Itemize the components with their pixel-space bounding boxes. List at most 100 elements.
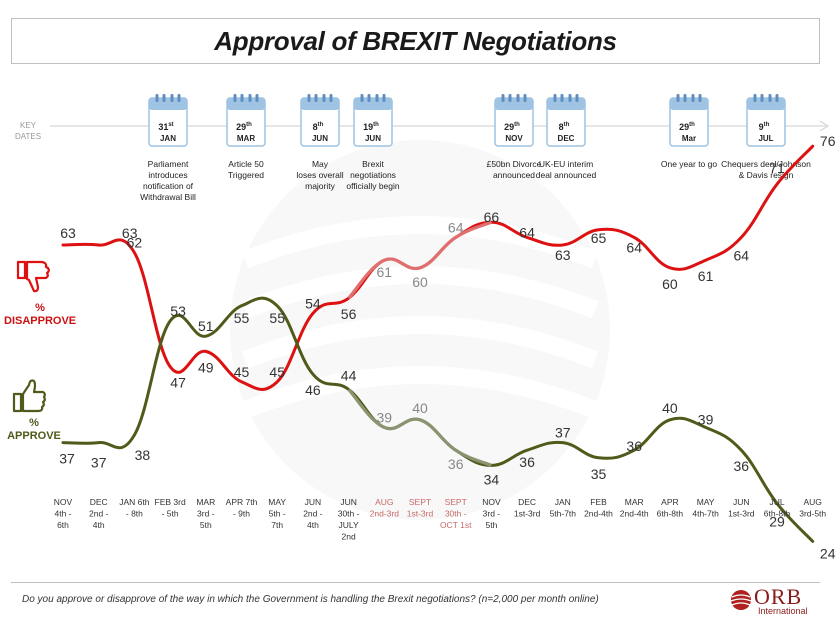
key-date-calendar-icon: 9th JUL Chequers deal/Johnson& Davis resig… xyxy=(721,94,811,180)
key-date-month: DEC xyxy=(558,134,575,143)
key-date-day: 29th xyxy=(679,122,695,132)
calendar-header xyxy=(670,98,708,110)
x-axis-tick-label: 2nd-3rd xyxy=(370,509,400,519)
x-axis-tick-label: 4th xyxy=(93,520,105,530)
calendar-ring xyxy=(255,94,259,102)
disapprove-data-label: 62 xyxy=(127,235,143,251)
x-axis-tick-label: APR xyxy=(661,497,678,507)
disapprove-highlight-segment xyxy=(347,220,493,300)
calendar-header xyxy=(547,98,585,110)
key-date-month: JUN xyxy=(312,134,328,143)
x-axis-tick-label: 2nd-4th xyxy=(584,509,613,519)
key-date-month: JUL xyxy=(758,134,773,143)
key-date-description: May xyxy=(312,159,329,169)
x-axis-tick-label: APR 7th xyxy=(226,497,258,507)
approve-highlight-segment xyxy=(347,388,493,467)
key-date-description: negotiations xyxy=(350,170,396,180)
calendar-ring xyxy=(676,94,680,102)
globe-watermark xyxy=(230,140,610,520)
calendar-header xyxy=(495,98,533,110)
x-axis-tick-label: JUN xyxy=(733,497,750,507)
approve-data-label: 44 xyxy=(341,367,357,383)
calendar-header xyxy=(227,98,265,110)
logo-subtitle: International xyxy=(758,606,808,616)
disapprove-data-label: 64 xyxy=(626,239,642,255)
approve-data-label: 40 xyxy=(412,400,428,416)
orb-globe-icon xyxy=(730,590,752,610)
calendar-ring xyxy=(560,94,564,102)
calendar-ring xyxy=(177,94,181,102)
approve-data-label: 38 xyxy=(135,447,151,463)
approve-data-label: 39 xyxy=(377,409,393,425)
x-axis-tick-label: 3rd - xyxy=(483,509,501,519)
approve-data-label: 35 xyxy=(591,466,607,482)
calendar-header xyxy=(747,98,785,110)
key-date-description: announced xyxy=(493,170,535,180)
key-date-description: majority xyxy=(305,181,336,191)
x-axis-tick-label: MAR xyxy=(196,497,215,507)
timeline-arrowhead xyxy=(819,120,829,132)
x-axis-tick-label: - 9th xyxy=(233,509,250,519)
disapprove-data-label: 64 xyxy=(519,224,535,240)
key-date-day: 8th xyxy=(559,122,570,132)
x-axis-tick-label: 2nd - xyxy=(89,509,109,519)
x-axis-tick-label: 1st-3rd xyxy=(514,509,541,519)
calendar-ring xyxy=(523,94,527,102)
watermark-band xyxy=(241,316,599,369)
x-axis-tick-label: 30th - xyxy=(338,509,360,519)
key-date-description: Triggered xyxy=(228,170,264,180)
key-date-description: Chequers deal/Johnson xyxy=(721,159,811,169)
key-date-month: JAN xyxy=(160,134,176,143)
x-axis-tick-label: JUL xyxy=(769,497,784,507)
calendar-ring xyxy=(698,94,702,102)
x-axis-tick-label: MAY xyxy=(268,497,286,507)
key-date-description: Brexit xyxy=(362,159,384,169)
key-date-description: introduces xyxy=(148,170,187,180)
key-date-description: Withdrawal Bill xyxy=(140,192,196,202)
key-dates-label: DATES xyxy=(15,132,41,141)
key-dates-label: KEY xyxy=(20,121,37,130)
x-axis-tick-label: NOV xyxy=(482,497,501,507)
calendar-ring xyxy=(775,94,779,102)
calendar-ring xyxy=(516,94,520,102)
key-date-description: notification of xyxy=(143,181,194,191)
key-date-description: & Davis resign xyxy=(739,170,794,180)
x-axis-tick-label: OCT 1st xyxy=(440,520,472,530)
approve-data-label: 24 xyxy=(820,545,836,561)
approve-data-label: 39 xyxy=(698,411,714,427)
approve-data-label: 36 xyxy=(626,438,642,454)
disapprove-data-label: 60 xyxy=(662,276,678,292)
thumbs-down-icon xyxy=(16,260,50,293)
orb-logo: ORB International xyxy=(730,584,830,620)
x-axis-tick-label: JULY xyxy=(339,520,359,530)
calendar-header xyxy=(301,98,339,110)
disapprove-data-label: 63 xyxy=(60,225,76,241)
chart-title: Approval of BREXIT Negotiations xyxy=(214,25,617,56)
approve-data-label: 46 xyxy=(305,382,321,398)
thumbs-up-icon xyxy=(12,379,46,413)
x-axis-tick-label: 2nd-4th xyxy=(620,509,649,519)
x-axis-tick-label: 2nd xyxy=(342,532,356,542)
x-axis-tick-label: AUG xyxy=(375,497,393,507)
footer-divider xyxy=(11,582,820,583)
key-date-description: loses overall xyxy=(296,170,343,180)
x-axis-tick-label: 1st-3rd xyxy=(407,509,434,519)
calendar-ring xyxy=(233,94,237,102)
x-axis-tick-label: 5th xyxy=(485,520,497,530)
calendar-header xyxy=(149,98,187,110)
calendar-ring xyxy=(508,94,512,102)
watermark-band xyxy=(241,266,599,319)
calendar-ring xyxy=(568,94,572,102)
calendar-ring xyxy=(155,94,159,102)
disapprove-legend-label: % DISAPPROVE xyxy=(4,302,77,327)
x-axis-tick-label: 30th - xyxy=(445,509,467,519)
x-axis-tick-label: - 5th xyxy=(162,509,179,519)
key-date-day: 9th xyxy=(759,122,770,132)
x-axis-tick-label: 2nd - xyxy=(303,509,323,519)
approve-data-label: 40 xyxy=(662,400,678,416)
x-axis-tick-label: 3rd-5th xyxy=(799,509,826,519)
calendar-ring xyxy=(753,94,757,102)
